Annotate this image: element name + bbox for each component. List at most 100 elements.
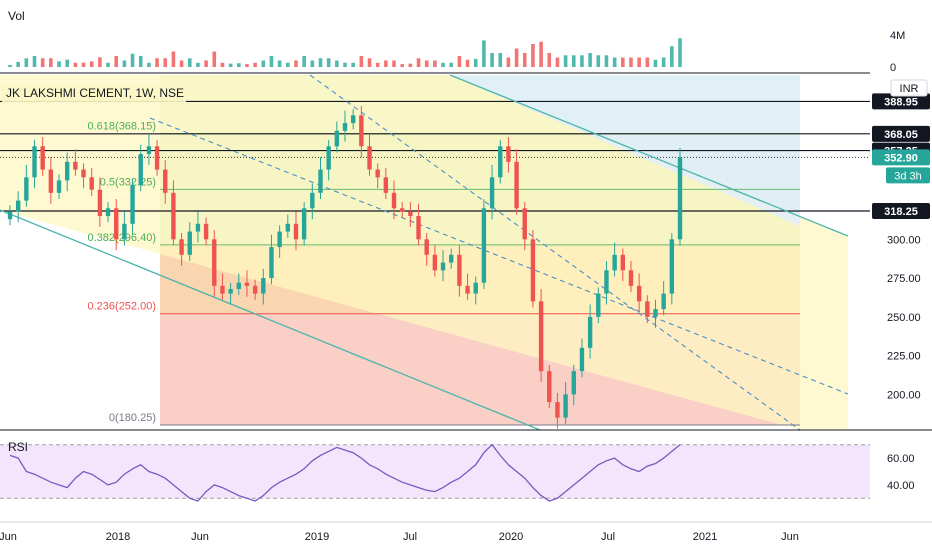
volume-bar	[490, 53, 494, 67]
time-tick-label: 2019	[305, 531, 329, 543]
currency-badge	[890, 79, 928, 97]
candle-body	[236, 282, 241, 289]
candle-body	[481, 208, 487, 283]
volume-bar	[645, 57, 650, 67]
volume-bar	[555, 57, 560, 67]
volume-bar	[130, 53, 135, 67]
time-axis[interactable]: Jun 2018 Jun 2019 Jul 2020 Jul 2021 Jun	[0, 531, 799, 543]
channel-mid-dashed-line[interactable]	[149, 117, 849, 395]
volume-bar	[294, 60, 298, 67]
volume-bar	[89, 61, 94, 67]
volume-bar	[310, 60, 315, 67]
rsi-line[interactable]	[9, 443, 681, 502]
volume-bar	[514, 48, 519, 67]
volume-bar	[506, 57, 511, 67]
time-tick-label: Jul	[601, 531, 615, 543]
volume-bar	[220, 62, 225, 67]
candle-body	[252, 285, 258, 294]
candle-body	[24, 177, 29, 201]
candle-body	[416, 216, 421, 240]
price-badge	[872, 149, 930, 166]
candle-body	[661, 293, 666, 310]
volume-bar	[253, 62, 257, 67]
candle-body	[212, 239, 217, 286]
volume-bar	[98, 57, 102, 67]
volume-bar	[653, 59, 658, 67]
candle-body	[359, 115, 364, 147]
candle-body	[203, 223, 209, 240]
candle-body	[391, 192, 397, 209]
candle-body	[171, 192, 176, 240]
candle-body	[114, 208, 119, 240]
volume-bar	[678, 38, 682, 67]
candle-body	[228, 288, 233, 294]
candle-body	[424, 239, 429, 255]
countdown-label: 3d 3h	[894, 170, 922, 182]
candle-body	[465, 285, 470, 294]
candle-body	[342, 123, 348, 131]
candle-body	[154, 146, 160, 170]
volume-bar	[73, 62, 78, 67]
price-tick-label: 275.00	[887, 273, 921, 285]
candle-body	[269, 247, 274, 279]
price-badge-label: 368.05	[884, 129, 918, 141]
volume-bar	[661, 57, 666, 67]
volume-bar	[416, 58, 421, 67]
price-tick-label: 200.00	[887, 389, 921, 401]
volume-bar	[359, 56, 364, 67]
candle-body	[514, 161, 519, 209]
candle-body	[122, 223, 127, 240]
time-tick-label: 2020	[499, 531, 523, 543]
candle-body	[40, 146, 45, 170]
volume-bar	[424, 60, 429, 67]
volume-bar	[32, 56, 37, 67]
candle-body	[138, 154, 143, 186]
volume-tick-label: 4M	[890, 30, 905, 42]
volume-bar	[196, 62, 200, 67]
volume-bar	[604, 55, 609, 67]
volume-bar	[571, 55, 576, 67]
time-tick-label: 2021	[693, 531, 717, 543]
candle-body	[73, 161, 78, 170]
candle-body	[399, 208, 405, 212]
rsi-pane: 60.00 40.00	[0, 443, 915, 502]
volume-bar	[163, 58, 168, 67]
volume-bar	[326, 58, 331, 67]
candle-body	[669, 239, 675, 294]
price-tick-label: 225.00	[887, 351, 921, 363]
volume-bar	[670, 46, 674, 67]
candle-body	[604, 270, 609, 294]
channel-lower-line[interactable]	[0, 209, 541, 431]
candle-body	[498, 146, 503, 178]
candle-body	[563, 394, 568, 418]
volume-bar	[261, 60, 266, 67]
volume-bar	[547, 53, 552, 67]
volume-bar	[637, 57, 641, 67]
price-badge	[872, 203, 930, 220]
candle-body	[628, 270, 634, 286]
candle-body	[530, 239, 536, 302]
channel-dashed-line-2[interactable]	[309, 74, 801, 431]
time-tick-label: Jun	[191, 531, 209, 543]
candle-body	[277, 231, 282, 248]
candle-body	[636, 285, 642, 302]
channel-upper-line[interactable]	[449, 74, 849, 237]
candle-body	[449, 254, 454, 263]
volume-bar	[81, 62, 86, 67]
volume-bar	[114, 56, 119, 67]
volume-bar	[580, 55, 584, 67]
volume-bar	[498, 53, 503, 67]
title-bg	[2, 84, 186, 102]
volume-bar	[367, 58, 372, 67]
volume-bar	[539, 41, 543, 67]
candle-body	[195, 223, 201, 232]
candle-body	[97, 189, 103, 217]
rsi-band-fill	[0, 444, 870, 499]
fib-level-label: 0.618(368.15)	[88, 121, 157, 133]
volume-bar	[155, 58, 159, 67]
price-axis[interactable]: 200.00 225.00 250.00 275.00 300.00 388.95 368.…	[872, 93, 930, 401]
price-badge-label: 352.90	[884, 152, 918, 164]
candle-body	[318, 169, 323, 193]
volume-bar	[204, 60, 208, 67]
